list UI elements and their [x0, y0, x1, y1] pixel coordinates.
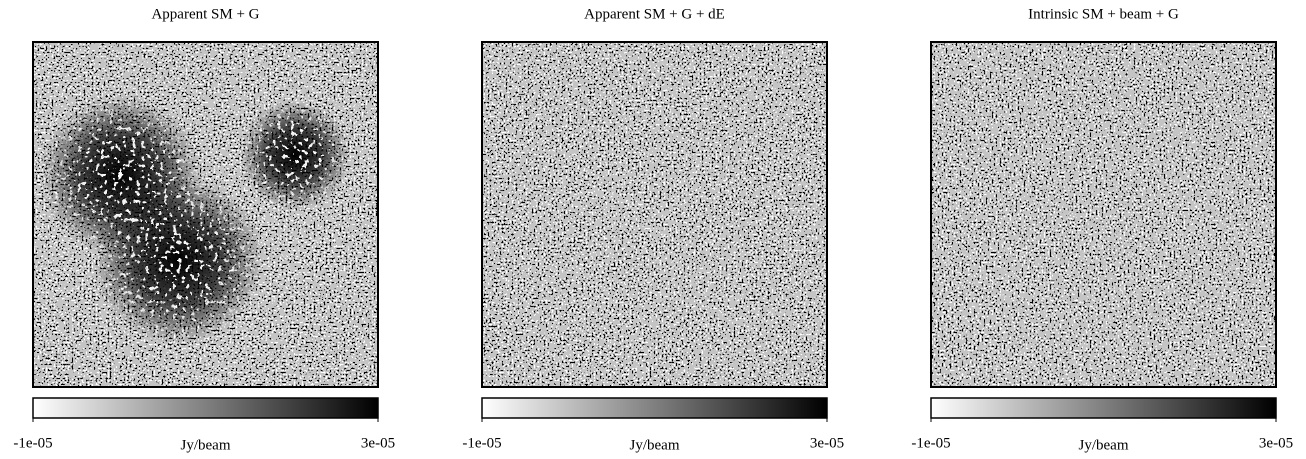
colorbar-tick-label: -1e-05 — [462, 435, 501, 451]
panel-title: Apparent SM + G + dE — [584, 6, 725, 22]
panel-title: Apparent SM + G — [151, 6, 259, 22]
image — [931, 42, 1276, 387]
panel-title: Intrinsic SM + beam + G — [1028, 6, 1179, 22]
colorbar-tick-label: 3e-05 — [1259, 435, 1293, 451]
colorbar-label: Jy/beam — [1079, 437, 1129, 453]
colorbar-tick-label: -1e-05 — [911, 435, 950, 451]
image-frame — [32, 41, 379, 388]
colorbar-label: Jy/beam — [630, 437, 680, 453]
image-frame — [930, 41, 1277, 388]
colorbar-tick-label: 3e-05 — [810, 435, 844, 451]
colorbar-label: Jy/beam — [181, 437, 231, 453]
image — [482, 42, 827, 387]
colorbar — [481, 397, 828, 419]
colorbar-tick-label: 3e-05 — [361, 435, 395, 451]
colorbar-tick-label: -1e-05 — [13, 435, 52, 451]
colorbar — [930, 397, 1277, 419]
colorbar — [32, 397, 379, 419]
image-frame — [481, 41, 828, 388]
source-feature — [33, 42, 378, 387]
